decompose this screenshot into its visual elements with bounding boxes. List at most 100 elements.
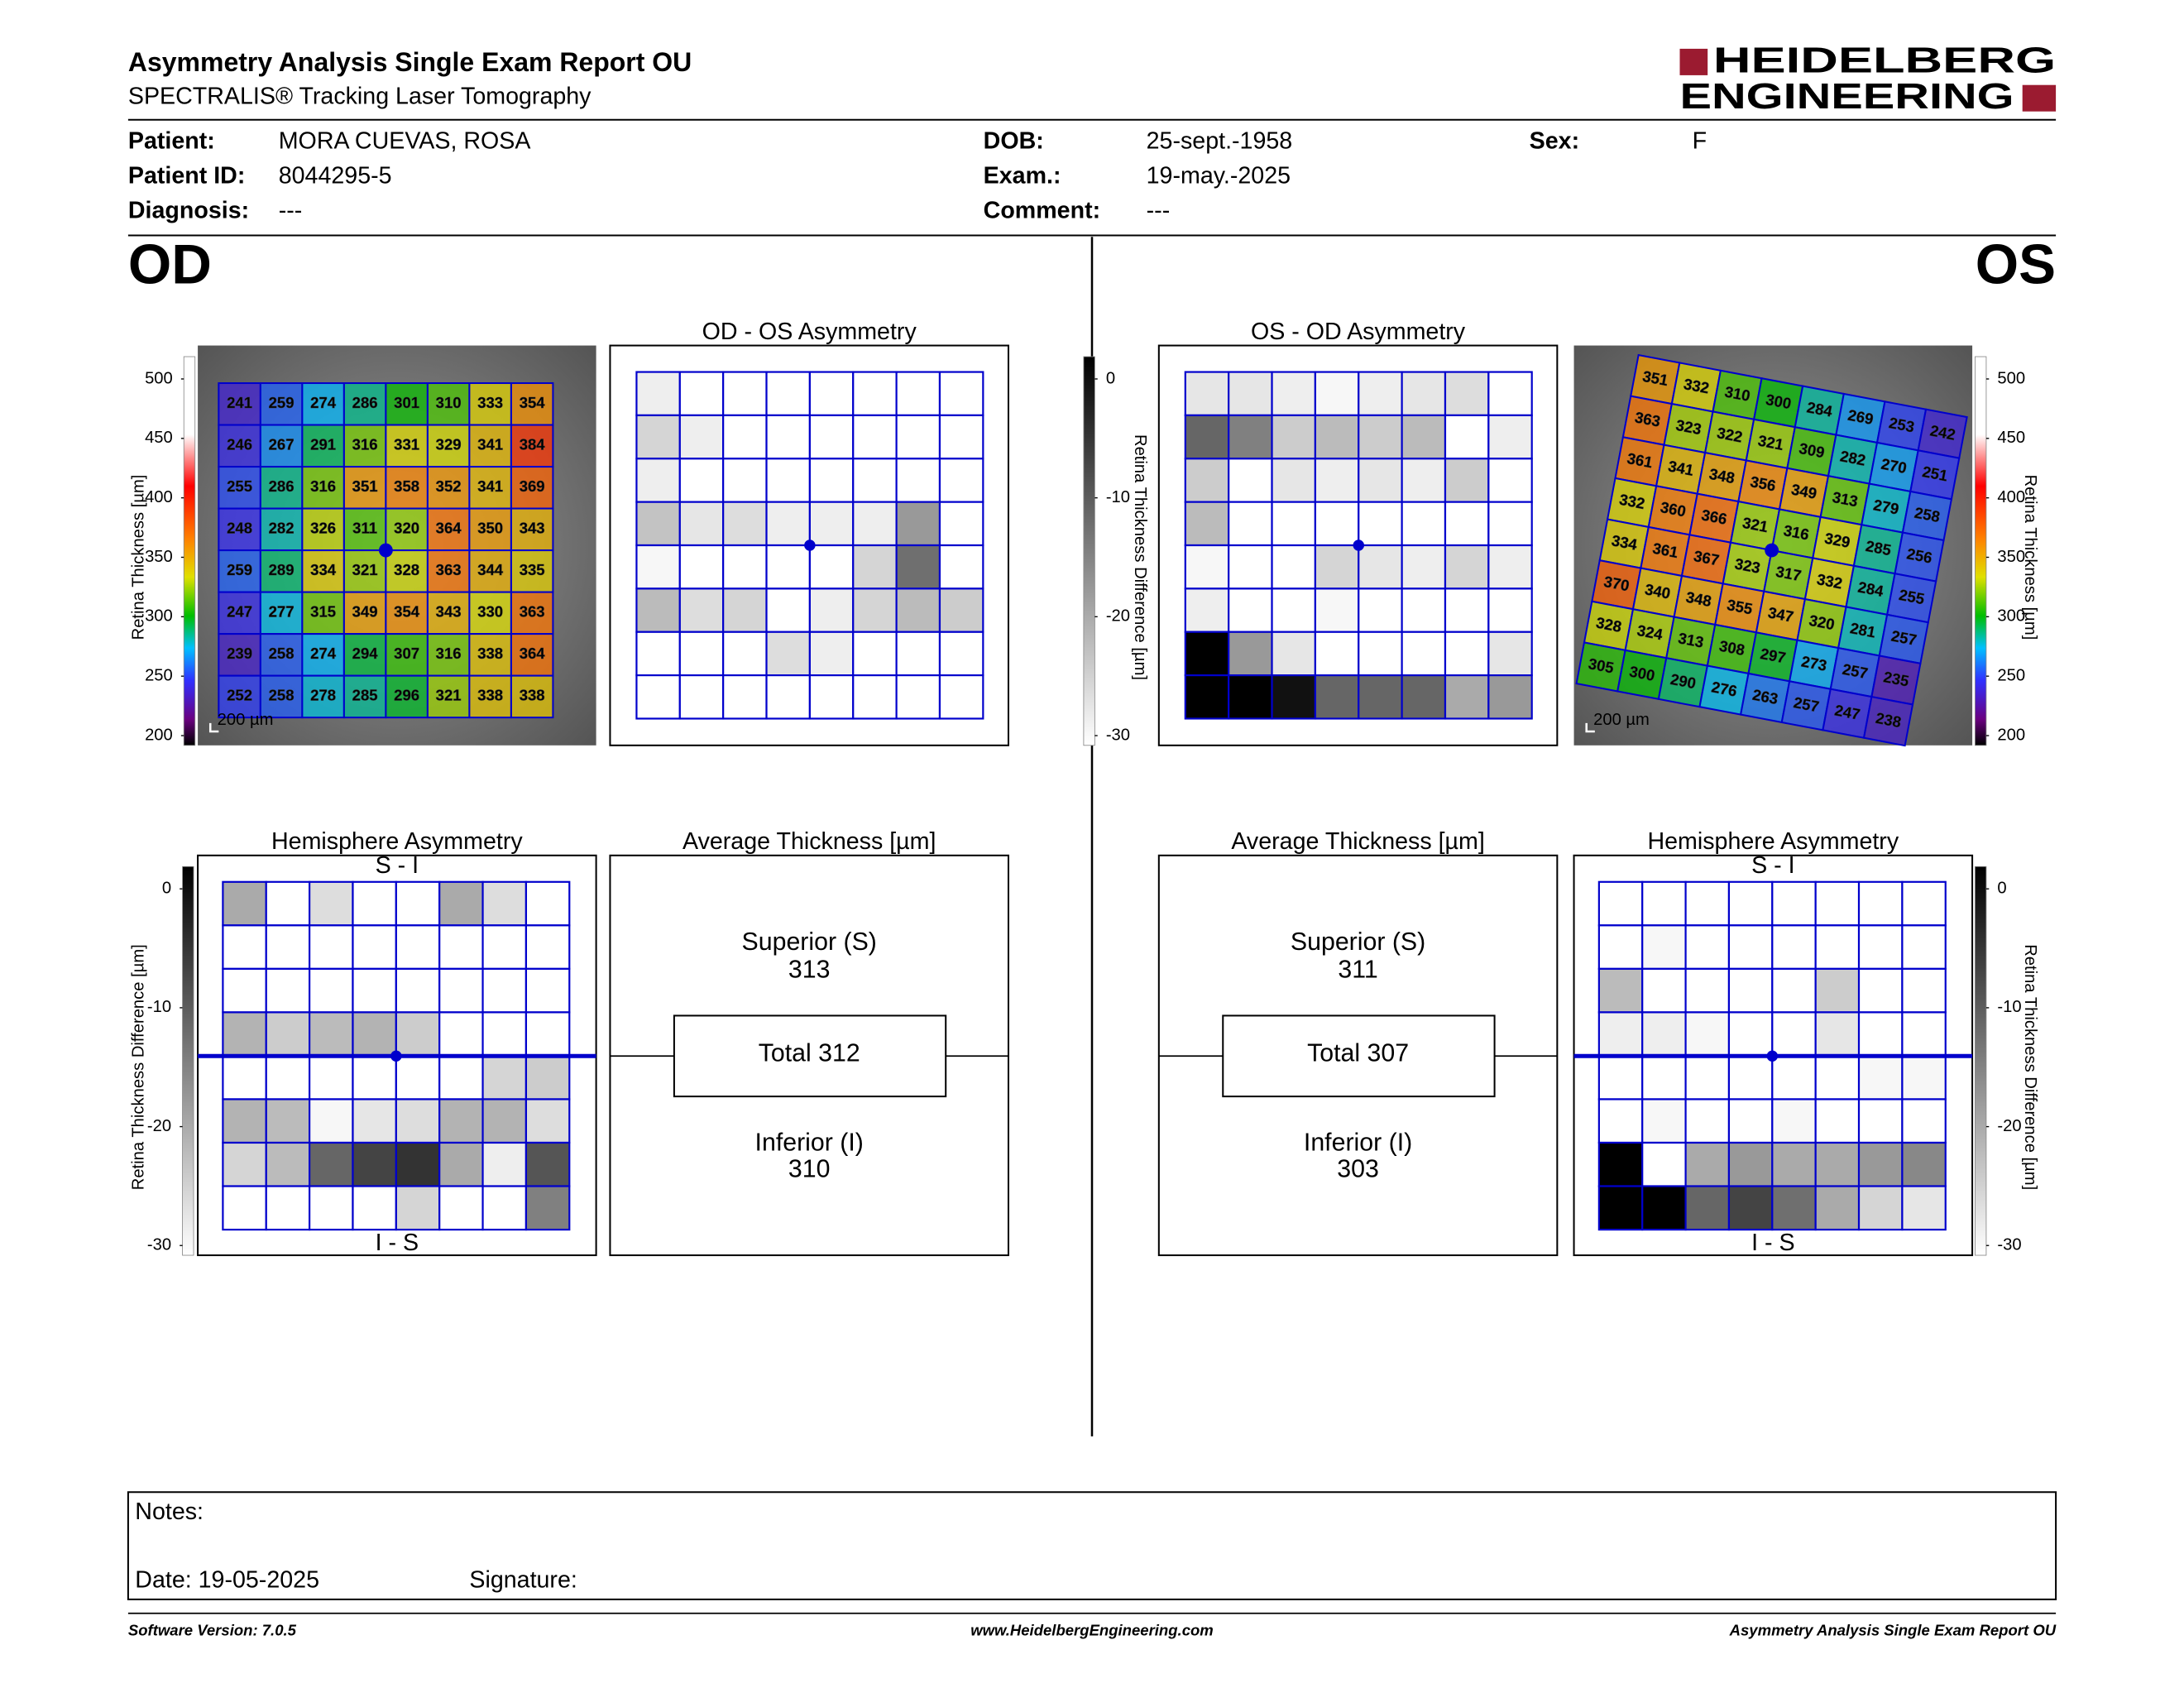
asymmetry-cell: [1184, 674, 1230, 720]
color-bar: [1975, 866, 1987, 1256]
fovea-marker: [1766, 1050, 1779, 1062]
asymmetry-cell: [852, 631, 898, 677]
asymmetry-cell: [265, 1011, 311, 1057]
panel-title: Average Thickness [µm]: [1231, 828, 1484, 855]
thickness-value: 246: [227, 436, 252, 453]
info-value: MORA CUEVAS, ROSA: [279, 127, 532, 154]
asymmetry-cell: [1857, 924, 1904, 970]
scale-tick-label: -10: [147, 998, 171, 1016]
asymmetry-cell: [722, 631, 768, 677]
asymmetry-cell: [678, 631, 725, 677]
asymmetry-cell: [395, 924, 441, 970]
thickness-cell: [1862, 695, 1914, 747]
footer-left: Software Version: 7.0.5: [128, 1622, 297, 1639]
thickness-value: 369: [520, 477, 545, 495]
asymmetry-cell: [938, 371, 984, 417]
asymmetry-cell: [722, 501, 768, 547]
info-value: ---: [1147, 197, 1171, 223]
asymmetry-cell: [265, 967, 311, 1014]
info-label: Sex:: [1530, 127, 1579, 154]
thickness-value: 305: [1587, 655, 1615, 676]
thickness-value: 257: [1889, 627, 1918, 649]
asymmetry-cell: [309, 1098, 354, 1144]
asymmetry-cell: [309, 924, 354, 970]
thickness-value: 238: [1875, 709, 1903, 731]
total-value: 312: [818, 1040, 860, 1067]
asymmetry-cell: [524, 924, 571, 970]
thickness-value: 255: [227, 477, 252, 495]
thickness-cell: [510, 674, 554, 719]
scale-tick-label: 0: [1997, 880, 2006, 898]
asymmetry-cell: [765, 631, 811, 677]
asymmetry-cell: [481, 1011, 528, 1057]
color-bar: [182, 866, 194, 1256]
asymmetry-cell: [309, 1185, 354, 1231]
thickness-value: 316: [352, 436, 378, 453]
asymmetry-cell: [222, 1185, 267, 1231]
asymmetry-cell: [438, 1098, 484, 1144]
thickness-value: 363: [520, 603, 545, 621]
report-subtitle: SPECTRALIS® Tracking Laser Tomography: [128, 83, 592, 109]
asymmetry-cell: [309, 880, 354, 927]
asymmetry-cell: [1444, 587, 1490, 633]
asymmetry-cell: [765, 587, 811, 633]
thickness-value: 308: [1718, 637, 1746, 659]
asymmetry-cell: [1487, 631, 1533, 677]
asymmetry-cell: [722, 458, 768, 503]
panel-title: Hemisphere Asymmetry: [271, 828, 523, 855]
asymmetry-cell: [895, 631, 941, 677]
asymmetry-cell: [895, 371, 941, 417]
asymmetry-cell: [1901, 1098, 1947, 1144]
scale-label: Retina Thickness Difference [µm]: [130, 944, 148, 1190]
asymmetry-cell: [524, 1054, 571, 1101]
asymmetry-cell: [1271, 414, 1316, 460]
thickness-value: 282: [269, 520, 295, 537]
asymmetry-cell: [222, 1141, 267, 1187]
asymmetry-cell: [1684, 967, 1731, 1014]
thickness-value: 279: [1872, 496, 1900, 517]
asymmetry-cell: [438, 967, 484, 1014]
asymmetry-cell: [1444, 544, 1490, 590]
asymmetry-cell: [1444, 458, 1490, 503]
asymmetry-cell: [852, 544, 898, 590]
asymmetry-cell: [1771, 1011, 1817, 1057]
thickness-value: 247: [227, 603, 252, 621]
thickness-value: 277: [269, 603, 295, 621]
thickness-value: 274: [310, 645, 337, 662]
asymmetry-cell: [678, 414, 725, 460]
panel-title: Average Thickness [µm]: [682, 828, 936, 855]
fovea-marker: [390, 1050, 402, 1062]
thickness-cell: [301, 633, 345, 677]
thickness-value: 338: [477, 687, 503, 704]
thickness-cell: [342, 466, 387, 510]
asymmetry-cell: [265, 1054, 311, 1101]
info-label: Comment:: [984, 197, 1100, 223]
asymmetry-cell: [1597, 1011, 1644, 1057]
fovea-marker: [1765, 543, 1779, 558]
thickness-value: 316: [310, 477, 336, 495]
info-value: F: [1693, 127, 1707, 154]
thickness-value: 267: [269, 436, 295, 453]
asymmetry-cell: [1901, 924, 1947, 970]
asymmetry-cell: [1814, 1011, 1861, 1057]
thickness-cell: [468, 507, 512, 552]
asymmetry-cell: [1857, 1011, 1904, 1057]
asymmetry-cell: [938, 458, 984, 503]
asymmetry-cell: [1857, 1054, 1904, 1101]
scale-tick-label: -10: [1106, 488, 1130, 506]
thickness-cell: [385, 591, 429, 635]
thickness-value: 322: [1716, 424, 1744, 445]
asymmetry-cell: [1228, 674, 1273, 720]
thickness-value: 358: [394, 477, 419, 495]
asymmetry-cell: [808, 631, 855, 677]
asymmetry-cell: [765, 414, 811, 460]
asymmetry-cell: [1814, 1054, 1861, 1101]
asymmetry-cell: [808, 458, 855, 503]
scale-tick-label: 350: [1997, 548, 2025, 566]
color-bar: [1083, 356, 1095, 746]
asymmetry-cell: [895, 458, 941, 503]
asymmetry-cell: [1901, 1141, 1947, 1187]
thickness-cell: [426, 507, 471, 552]
asymmetry-cell: [1901, 880, 1947, 927]
